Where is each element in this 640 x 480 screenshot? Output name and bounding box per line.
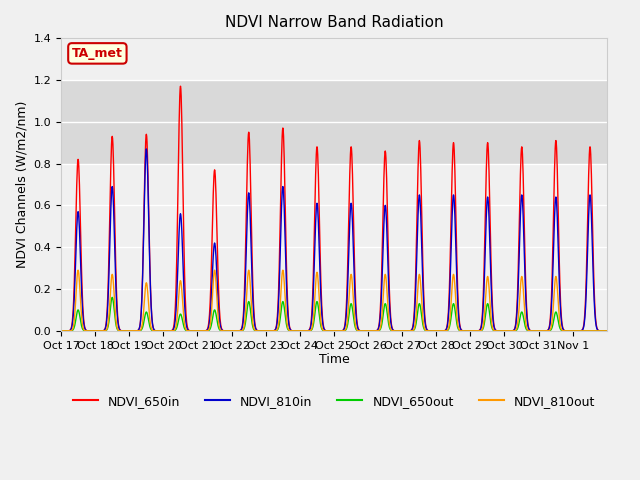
NDVI_810out (304, 328, 312, 334)
NDVI_650in (177, 84, 184, 89)
NDVI_810in (337, 328, 344, 334)
NDVI_810out (155, 328, 163, 334)
NDVI_650out (108, 295, 116, 300)
Line: NDVI_810out: NDVI_810out (61, 270, 607, 331)
Legend: NDVI_650in, NDVI_810in, NDVI_650out, NDVI_810out: NDVI_650in, NDVI_810in, NDVI_650out, NDV… (68, 390, 600, 413)
NDVI_810out (603, 328, 611, 334)
NDVI_650in (57, 328, 65, 334)
NDVI_810in (603, 328, 611, 334)
Line: NDVI_810in: NDVI_810in (61, 149, 607, 331)
Bar (61, 80, 607, 164)
NDVI_650in (603, 328, 611, 334)
NDVI_810in (155, 328, 163, 334)
NDVI_650out (155, 328, 163, 334)
NDVI_650out (603, 328, 611, 334)
NDVI_810out (74, 267, 82, 273)
NDVI_650out (57, 328, 65, 334)
NDVI_810out (434, 328, 442, 334)
NDVI_810in (57, 328, 65, 334)
Title: NDVI Narrow Band Radiation: NDVI Narrow Band Radiation (225, 15, 444, 30)
NDVI_650in (304, 328, 312, 334)
NDVI_810in (568, 328, 576, 334)
NDVI_650out (304, 328, 312, 334)
Line: NDVI_650out: NDVI_650out (61, 298, 607, 331)
Y-axis label: NDVI Channels (W/m2/nm): NDVI Channels (W/m2/nm) (15, 101, 28, 268)
X-axis label: Time: Time (319, 353, 349, 366)
NDVI_810in (143, 146, 150, 152)
Text: TA_met: TA_met (72, 47, 123, 60)
NDVI_650in (337, 328, 344, 334)
NDVI_650out (434, 328, 442, 334)
NDVI_810in (434, 328, 442, 334)
NDVI_810in (67, 326, 75, 332)
NDVI_810out (337, 328, 344, 334)
NDVI_650in (434, 328, 442, 334)
NDVI_650in (568, 328, 576, 334)
NDVI_810out (67, 328, 75, 334)
NDVI_810out (568, 328, 576, 334)
Line: NDVI_650in: NDVI_650in (61, 86, 607, 331)
NDVI_650out (568, 328, 576, 334)
NDVI_650in (67, 325, 75, 331)
NDVI_810in (304, 328, 312, 334)
NDVI_650in (155, 328, 163, 334)
NDVI_650out (67, 328, 75, 334)
NDVI_650out (337, 328, 344, 334)
NDVI_810out (57, 328, 65, 334)
